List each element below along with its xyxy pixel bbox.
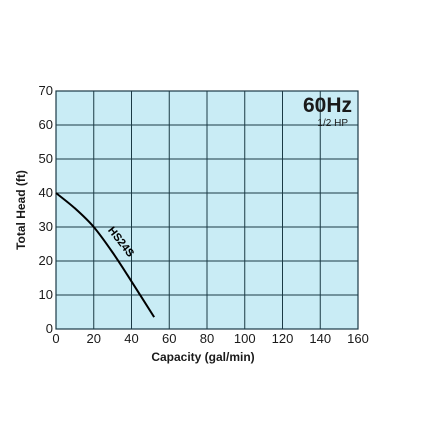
y-tick-label-7: 70 (39, 83, 53, 98)
chart-subtitle: 1/2 HP (317, 118, 348, 129)
x-tick-label-3: 60 (162, 331, 176, 346)
y-tick-label-4: 40 (39, 185, 53, 200)
x-tick-label-0: 0 (52, 331, 59, 346)
series-line-0 (55, 192, 155, 318)
y-tick-label-5: 50 (39, 151, 53, 166)
y-tick-label-6: 60 (39, 117, 53, 132)
chart-title: 60Hz (303, 94, 352, 117)
y-axis-label: Total Head (ft) (14, 170, 28, 250)
x-axis-ticks: 0 20 40 60 80 100 120 140 160 (52, 331, 368, 346)
x-axis-label: Capacity (gal/min) (151, 350, 254, 364)
x-tick-label-8: 160 (347, 331, 369, 346)
y-tick-label-2: 20 (39, 253, 53, 268)
x-tick-label-4: 80 (200, 331, 214, 346)
x-tick-label-1: 20 (87, 331, 101, 346)
x-tick-label-2: 40 (124, 331, 138, 346)
y-axis-ticks: 0 10 20 30 40 50 60 70 (39, 83, 53, 336)
y-tick-label-3: 30 (39, 219, 53, 234)
x-tick-label-6: 120 (272, 331, 294, 346)
y-tick-label-1: 10 (39, 287, 53, 302)
plot-frame (55, 90, 359, 330)
x-tick-label-7: 140 (309, 331, 331, 346)
x-tick-label-5: 100 (234, 331, 256, 346)
y-tick-label-0: 0 (46, 321, 53, 336)
